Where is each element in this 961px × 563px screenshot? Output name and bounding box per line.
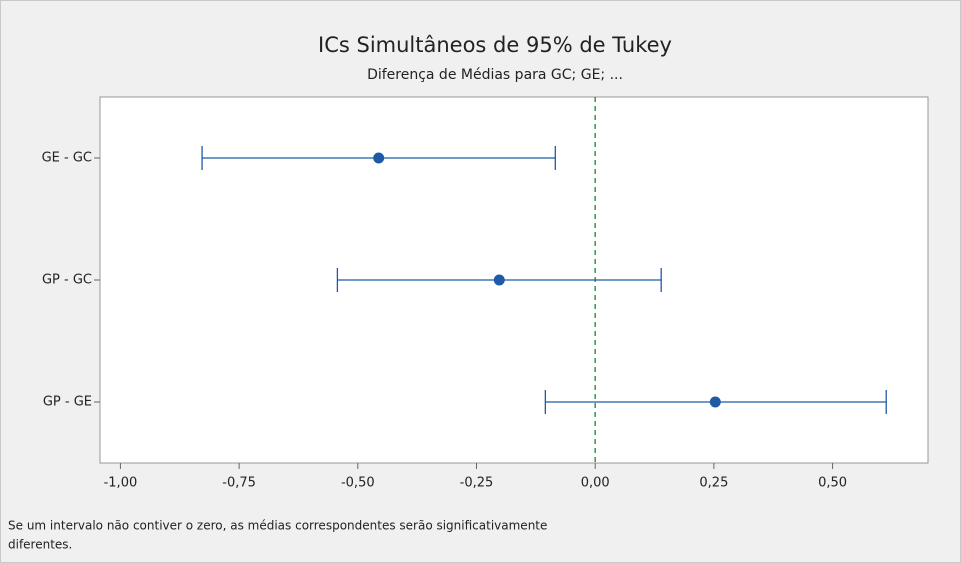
estimate-point [373,152,385,164]
footnote: Se um intervalo não contiver o zero, as … [8,519,547,533]
x-tick-label: -0,75 [222,476,256,491]
y-tick-label: GE - GC [42,151,92,166]
estimate-point [493,274,505,286]
y-tick-label: GP - GC [42,273,92,288]
x-tick-label: 0,00 [581,476,610,491]
footnote: diferentes. [8,538,72,552]
chart-title: ICs Simultâneos de 95% de Tukey [318,33,672,57]
estimate-point [709,396,721,408]
x-tick-label: 0,50 [818,476,847,491]
x-tick-label: 0,25 [699,476,728,491]
x-tick-label: -1,00 [104,476,138,491]
y-tick-label: GP - GE [43,395,92,410]
x-tick-label: -0,25 [460,476,494,491]
x-tick-label: -0,50 [341,476,375,491]
chart-subtitle: Diferença de Médias para GC; GE; ... [367,67,623,83]
